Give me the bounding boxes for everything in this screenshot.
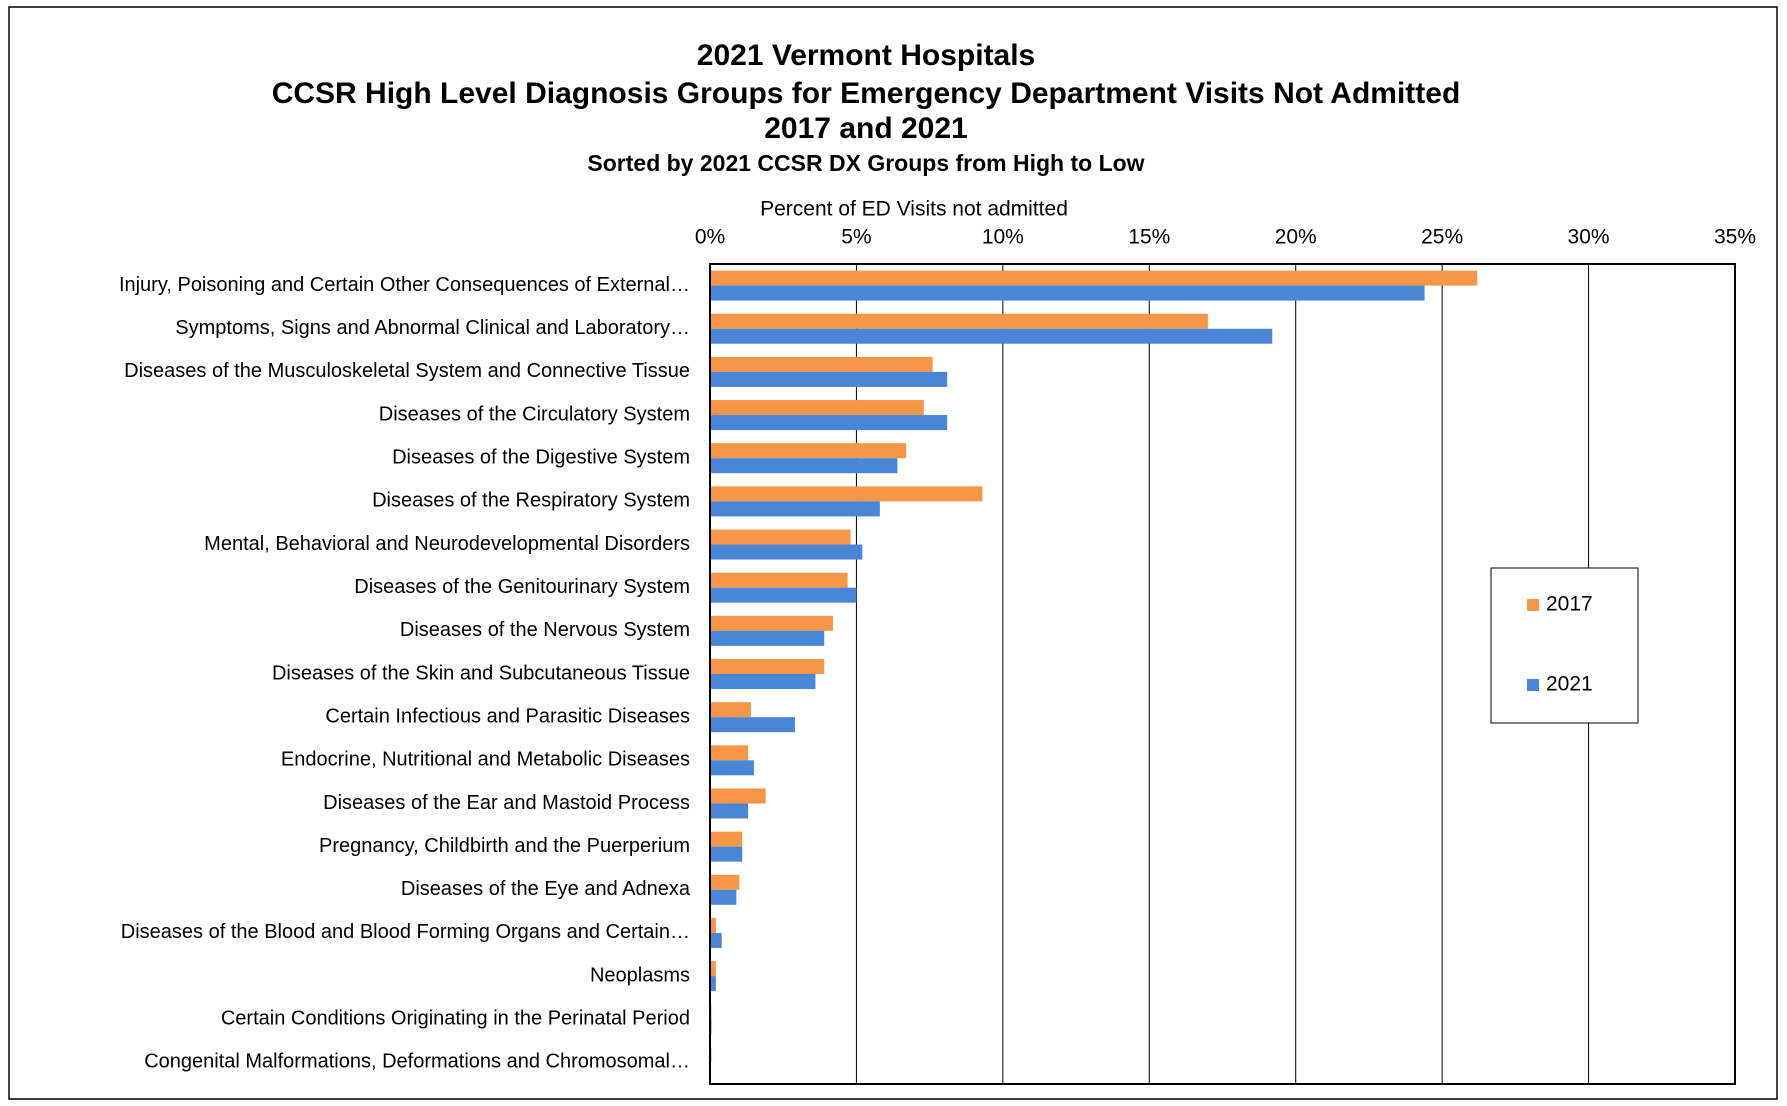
- category-label: Diseases of the Respiratory System: [372, 490, 690, 512]
- bar: [710, 544, 863, 560]
- legend-label: 2017: [1546, 593, 1593, 616]
- bar: [710, 443, 907, 459]
- bar: [710, 917, 716, 933]
- bar: [710, 803, 749, 819]
- bar: [710, 270, 1478, 286]
- category-label: Diseases of the Digestive System: [392, 446, 690, 468]
- bar: [710, 745, 749, 761]
- x-tick-label: 10%: [982, 226, 1024, 249]
- x-tick-label: 5%: [841, 226, 871, 249]
- x-tick-label: 30%: [1568, 226, 1610, 249]
- bar: [710, 788, 766, 804]
- category-label: Diseases of the Eye and Adnexa: [401, 878, 691, 900]
- category-label: Symptoms, Signs and Abnormal Clinical an…: [175, 317, 690, 339]
- category-label: Diseases of the Nervous System: [400, 619, 690, 641]
- category-label: Diseases of the Blood and Blood Forming …: [121, 921, 690, 943]
- legend-swatch: [1527, 679, 1539, 691]
- x-tick-label: 0%: [695, 226, 725, 249]
- bar: [710, 976, 716, 992]
- bar: [710, 846, 743, 862]
- category-label: Certain Infectious and Parasitic Disease…: [325, 705, 690, 727]
- chart-title: 2017 and 2021: [764, 112, 967, 145]
- x-tick-label: 15%: [1128, 226, 1170, 249]
- bar: [710, 702, 751, 718]
- category-label: Diseases of the Circulatory System: [379, 403, 690, 425]
- category-label: Mental, Behavioral and Neurodevelopmenta…: [204, 533, 690, 555]
- bar: [710, 717, 795, 733]
- category-label: Diseases of the Musculoskeletal System a…: [124, 360, 690, 382]
- plot-border: [709, 263, 1736, 1085]
- legend-swatch: [1527, 599, 1539, 611]
- bar: [710, 674, 816, 689]
- frame: [8, 6, 1778, 1100]
- bar: [710, 400, 924, 416]
- x-tick-label: 35%: [1714, 226, 1756, 249]
- category-label: Congenital Malformations, Deformations a…: [144, 1051, 690, 1073]
- x-tick-label: 20%: [1275, 226, 1317, 249]
- bar: [710, 572, 848, 588]
- category-label: Certain Conditions Originating in the Pe…: [221, 1008, 690, 1030]
- bar: [710, 961, 716, 977]
- category-label: Injury, Poisoning and Certain Other Cons…: [119, 274, 690, 296]
- legend-label: 2021: [1546, 673, 1593, 696]
- bar: [710, 415, 948, 431]
- axis-label: Percent of ED Visits not admitted: [760, 198, 1068, 221]
- bar: [710, 371, 948, 387]
- bar: [710, 615, 833, 631]
- bar: [710, 285, 1425, 301]
- bar: [710, 659, 825, 674]
- category-label: Endocrine, Nutritional and Metabolic Dis…: [281, 749, 690, 771]
- category-label: Pregnancy, Childbirth and the Puerperium: [319, 835, 690, 857]
- bar: [710, 501, 880, 517]
- bar: [710, 889, 737, 905]
- bar: [710, 486, 983, 502]
- bar: [710, 932, 722, 948]
- category-label: Neoplasms: [590, 964, 690, 986]
- chart-subtitle: Sorted by 2021 CCSR DX Groups from High …: [587, 150, 1144, 176]
- category-label: Diseases of the Skin and Subcutaneous Ti…: [272, 662, 690, 684]
- bar: [710, 831, 743, 847]
- bar: [710, 356, 933, 372]
- bar: [710, 630, 825, 646]
- bar: [710, 313, 1208, 329]
- bar: [710, 587, 857, 603]
- category-label: Diseases of the Genitourinary System: [354, 576, 690, 598]
- bar: [710, 874, 740, 890]
- bar: [710, 760, 754, 776]
- x-tick-label: 25%: [1421, 226, 1463, 249]
- bar: [710, 328, 1273, 344]
- chart-title: CCSR High Level Diagnosis Groups for Eme…: [272, 77, 1461, 110]
- chart-title: 2021 Vermont Hospitals: [697, 39, 1035, 72]
- category-label: Diseases of the Ear and Mastoid Process: [323, 792, 690, 814]
- bar: [710, 458, 898, 474]
- bar: [710, 529, 851, 545]
- legend-box: [1490, 567, 1639, 724]
